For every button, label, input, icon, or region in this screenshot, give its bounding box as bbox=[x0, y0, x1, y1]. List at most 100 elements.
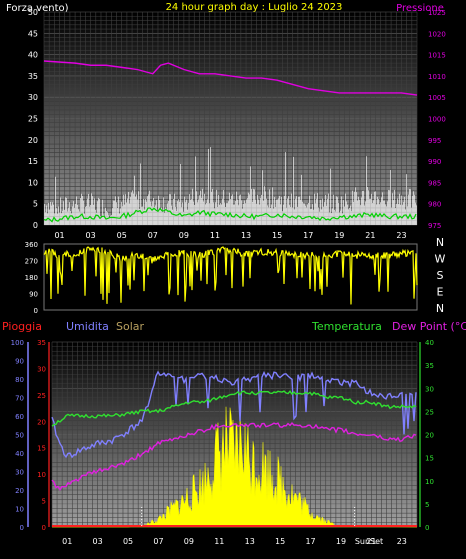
wind-axis-title: Forza vento) bbox=[6, 3, 69, 14]
humidity-tick-label: 40 bbox=[15, 450, 24, 458]
top-series bbox=[43, 60, 418, 225]
pressure-series bbox=[43, 60, 418, 96]
compass-label: S bbox=[437, 269, 444, 282]
humidity-series bbox=[51, 370, 417, 459]
humidity-tick-label: 20 bbox=[15, 487, 24, 495]
pressure-axis-title: Pressione bbox=[396, 3, 444, 14]
y-tick-label: 30 bbox=[28, 93, 38, 102]
rain-tick-label: 20 bbox=[37, 418, 46, 426]
humidity-tick-label: 100 bbox=[11, 339, 24, 347]
y2-tick-label: 1015 bbox=[428, 52, 446, 60]
direction-tick-label: 270 bbox=[25, 258, 38, 266]
y-tick-label: 40 bbox=[28, 51, 38, 60]
y2-tick-label: 1025 bbox=[428, 9, 446, 17]
temperature-series bbox=[51, 390, 417, 427]
humidity-tick-label: 60 bbox=[15, 413, 24, 421]
y-tick-label: 10 bbox=[28, 178, 38, 187]
humidity-tick-label: 30 bbox=[15, 469, 24, 477]
y2-tick-label: 1005 bbox=[428, 94, 446, 102]
x-tick-label: 11 bbox=[210, 231, 220, 240]
temperature-tick-label: 0 bbox=[425, 524, 429, 532]
humidity-tick-label: 80 bbox=[15, 376, 24, 384]
y-tick-label: 0 bbox=[33, 221, 38, 230]
y-tick-label: 25 bbox=[28, 115, 38, 124]
direction-series bbox=[43, 246, 418, 305]
y2-tick-label: 990 bbox=[428, 158, 441, 166]
x-tick-label: 07 bbox=[153, 537, 163, 546]
humidity-axis-title: Umidita bbox=[66, 320, 109, 333]
bottom-series bbox=[51, 370, 418, 528]
x-tick-label: 23 bbox=[397, 537, 407, 546]
rain-tick-label: 15 bbox=[37, 445, 46, 453]
x-tick-label: 15 bbox=[275, 537, 285, 546]
x-tick-label: 05 bbox=[117, 231, 127, 240]
x-tick-label: 11 bbox=[214, 537, 224, 546]
x-tick-label: 23 bbox=[396, 231, 406, 240]
humidity-tick-label: 10 bbox=[15, 506, 24, 514]
x-tick-label: 13 bbox=[245, 537, 255, 546]
chart-title: 24 hour graph day : Luglio 24 2023 bbox=[166, 2, 343, 13]
y2-tick-label: 975 bbox=[428, 222, 441, 230]
rain-tick-label: 10 bbox=[37, 471, 46, 479]
compass-label: W bbox=[435, 253, 446, 266]
y2-tick-label: 1020 bbox=[428, 30, 446, 38]
sunset-label: SunSet bbox=[355, 537, 383, 546]
humidity-tick-label: 50 bbox=[15, 432, 24, 440]
x-tick-label: 01 bbox=[54, 231, 64, 240]
x-tick-label: 17 bbox=[303, 231, 313, 240]
y-tick-label: 50 bbox=[28, 8, 38, 17]
compass-label: N bbox=[436, 236, 444, 249]
direction-series bbox=[43, 246, 418, 305]
x-tick-label: 09 bbox=[184, 537, 194, 546]
dewpoint-axis-title: Dew Point (°C) bbox=[392, 320, 466, 333]
rain-axis-title: Pioggia bbox=[2, 320, 42, 333]
x-tick-label: 21 bbox=[366, 537, 376, 546]
compass-label: N bbox=[436, 302, 444, 315]
x-tick-label: 21 bbox=[365, 231, 375, 240]
x-tick-label: 19 bbox=[334, 231, 344, 240]
x-tick-label: 13 bbox=[241, 231, 251, 240]
direction-tick-label: 360 bbox=[25, 241, 38, 249]
humidity-tick-label: 90 bbox=[15, 358, 24, 366]
y2-tick-label: 1000 bbox=[428, 116, 446, 124]
y2-tick-label: 985 bbox=[428, 179, 441, 187]
temperature-tick-label: 5 bbox=[425, 501, 429, 509]
compass-label: E bbox=[437, 286, 444, 299]
direction-tick-label: 90 bbox=[29, 291, 38, 299]
rain-tick-label: 25 bbox=[37, 392, 46, 400]
x-tick-label: 03 bbox=[93, 537, 103, 546]
y-tick-label: 20 bbox=[28, 136, 38, 145]
temperature-tick-label: 25 bbox=[425, 408, 434, 416]
x-tick-label: 15 bbox=[272, 231, 282, 240]
x-tick-label: 19 bbox=[336, 537, 346, 546]
y2-tick-label: 980 bbox=[428, 201, 441, 209]
direction-tick-label: 180 bbox=[25, 274, 38, 282]
x-tick-label: 07 bbox=[148, 231, 158, 240]
temperature-tick-label: 10 bbox=[425, 478, 434, 486]
avg-wind-series bbox=[43, 207, 417, 223]
humidity-tick-label: 0 bbox=[20, 524, 24, 532]
bottom-grid bbox=[51, 341, 418, 528]
y-tick-label: 35 bbox=[28, 72, 38, 81]
rain-tick-label: 35 bbox=[37, 339, 46, 347]
temperature-tick-label: 30 bbox=[425, 385, 434, 393]
direction-tick-label: 0 bbox=[34, 307, 38, 315]
x-tick-label: 09 bbox=[179, 231, 189, 240]
temperature-axis-title: Temperatura bbox=[311, 320, 382, 333]
x-tick-label: 03 bbox=[86, 231, 96, 240]
top-grid bbox=[43, 11, 418, 226]
y2-tick-label: 995 bbox=[428, 137, 441, 145]
temperature-tick-label: 15 bbox=[425, 455, 434, 463]
top-axes: 0510152025303540455097598098599099510001… bbox=[28, 8, 446, 240]
x-tick-label: 05 bbox=[123, 537, 133, 546]
temperature-tick-label: 35 bbox=[425, 362, 434, 370]
y-tick-label: 15 bbox=[28, 157, 38, 166]
bottom-axes: 0102030405060708090100051015202530350510… bbox=[11, 339, 434, 546]
y-tick-label: 45 bbox=[28, 29, 38, 38]
y2-tick-label: 1010 bbox=[428, 73, 446, 81]
direction-axes: 0 90 180 270 360 bbox=[25, 241, 38, 315]
x-tick-label: 17 bbox=[305, 537, 315, 546]
